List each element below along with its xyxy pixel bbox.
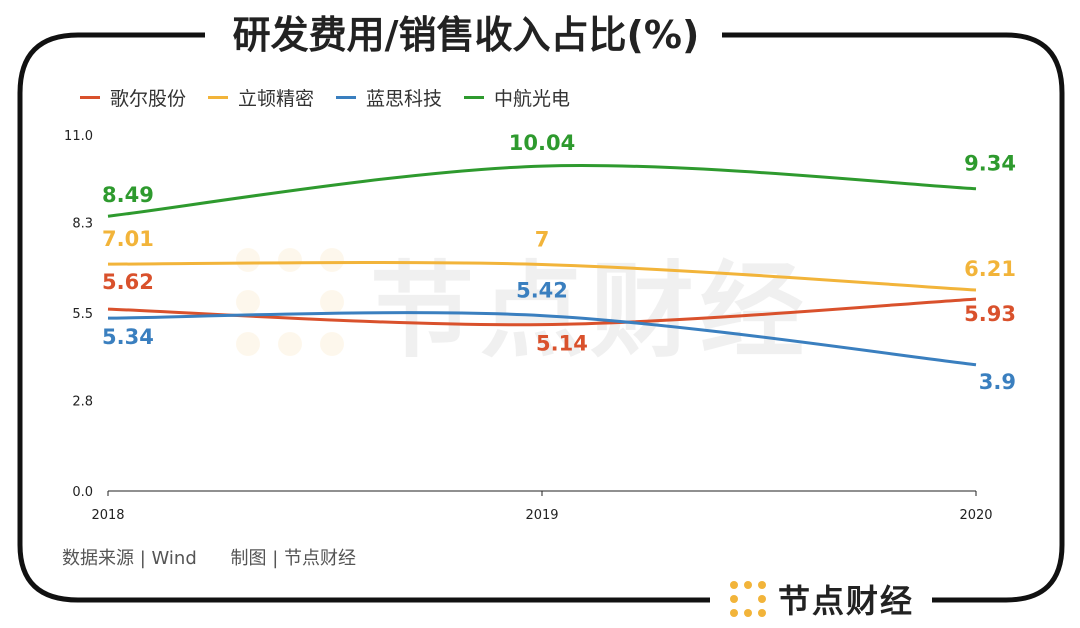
data-label: 5.62 (102, 270, 154, 294)
data-label: 5.93 (964, 302, 1016, 326)
y-tick-label: 11.0 (64, 129, 93, 144)
brand-logo: 节点财经 (710, 570, 932, 628)
y-tick-label: 5.5 (72, 307, 93, 322)
data-label: 5.42 (516, 279, 568, 303)
data-label: 7 (535, 227, 550, 251)
x-tick-label: 2019 (525, 508, 558, 523)
brand-name: 节点财经 (778, 576, 914, 622)
data-label: 5.34 (102, 325, 154, 349)
y-tick-label: 2.8 (72, 394, 93, 409)
data-label: 10.04 (509, 131, 575, 155)
footer-note: 数据来源 | Wind 制图 | 节点财经 (62, 544, 384, 570)
data-label: 3.9 (979, 370, 1016, 394)
brand-dots-icon (728, 579, 768, 619)
data-label: 5.14 (536, 332, 588, 356)
source-note: 数据来源 | Wind (62, 548, 197, 569)
data-label: 9.34 (964, 152, 1016, 176)
data-label: 6.21 (964, 257, 1016, 281)
data-label: 7.01 (102, 227, 154, 251)
series-line (108, 299, 976, 325)
x-tick-label: 2018 (91, 508, 124, 523)
made-by-note: 制图 | 节点财经 (230, 548, 356, 569)
y-tick-label: 8.3 (72, 216, 93, 231)
data-label: 8.49 (102, 183, 154, 207)
y-tick-label: 0.0 (72, 485, 93, 500)
x-tick-label: 2020 (959, 508, 992, 523)
series-line (108, 165, 976, 216)
